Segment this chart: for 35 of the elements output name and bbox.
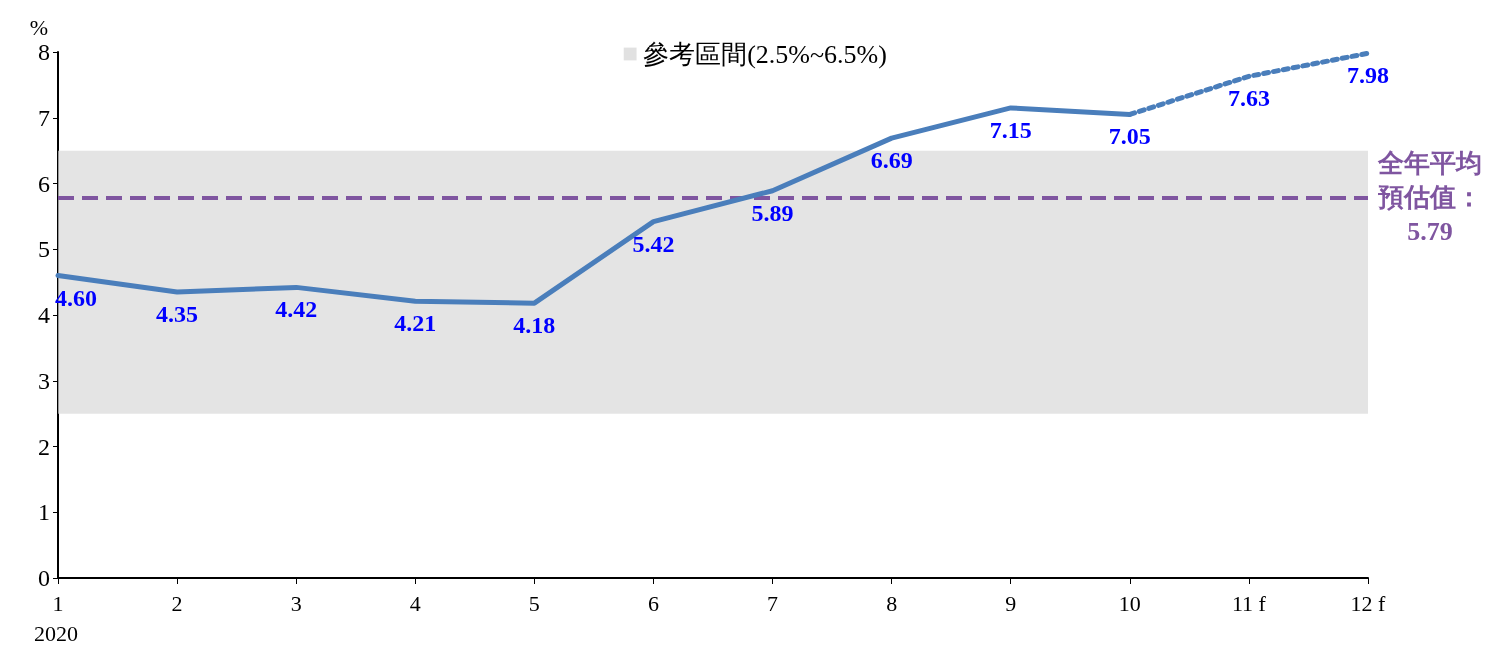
- x-tick-label: 3: [290, 590, 302, 616]
- y-tick-label: 7: [38, 104, 50, 131]
- data-label: 6.69: [870, 147, 913, 174]
- x-tick-label: 2: [171, 590, 183, 616]
- y-tick-label: 0: [38, 565, 50, 591]
- x-tick-label: 6: [647, 590, 659, 616]
- y-tick-label: 3: [38, 367, 50, 394]
- legend-label: 參考區間(2.5%~6.5%): [643, 39, 887, 69]
- y-tick-label: 6: [38, 170, 50, 197]
- data-label: 4.21: [394, 310, 437, 337]
- y-tick-label: 8: [38, 39, 50, 65]
- data-label: 4.35: [156, 300, 199, 327]
- x-tick-label: 4: [409, 590, 421, 616]
- x-tick-label: 7: [767, 590, 779, 616]
- data-label: 4.18: [513, 312, 556, 339]
- data-label: 7.63: [1227, 85, 1270, 112]
- data-label: 5.89: [751, 199, 794, 226]
- x-tick-label: 11 f: [1231, 590, 1267, 616]
- x-tick-label: 12 f: [1350, 590, 1387, 616]
- data-label: 5.42: [632, 230, 675, 257]
- x-tick-label: 8: [886, 590, 898, 616]
- x-tick-label: 5: [528, 590, 540, 616]
- ref-line-label: 全年平均預估值：5.79: [1377, 148, 1482, 246]
- y-tick-label: 2: [38, 433, 50, 460]
- data-label: 4.42: [275, 296, 318, 323]
- y-axis-title: %: [29, 14, 48, 40]
- y-tick-label: 5: [38, 236, 50, 263]
- data-label: 7.15: [989, 116, 1032, 143]
- x-tick-label: 10: [1118, 590, 1141, 616]
- text: 2020: [34, 620, 78, 646]
- y-tick-label: 1: [38, 499, 50, 526]
- y-tick-label: 4: [38, 302, 50, 328]
- data-label: 7.05: [1108, 123, 1151, 150]
- x-tick-label: 9: [1005, 590, 1017, 616]
- data-label: 7.98: [1347, 62, 1389, 89]
